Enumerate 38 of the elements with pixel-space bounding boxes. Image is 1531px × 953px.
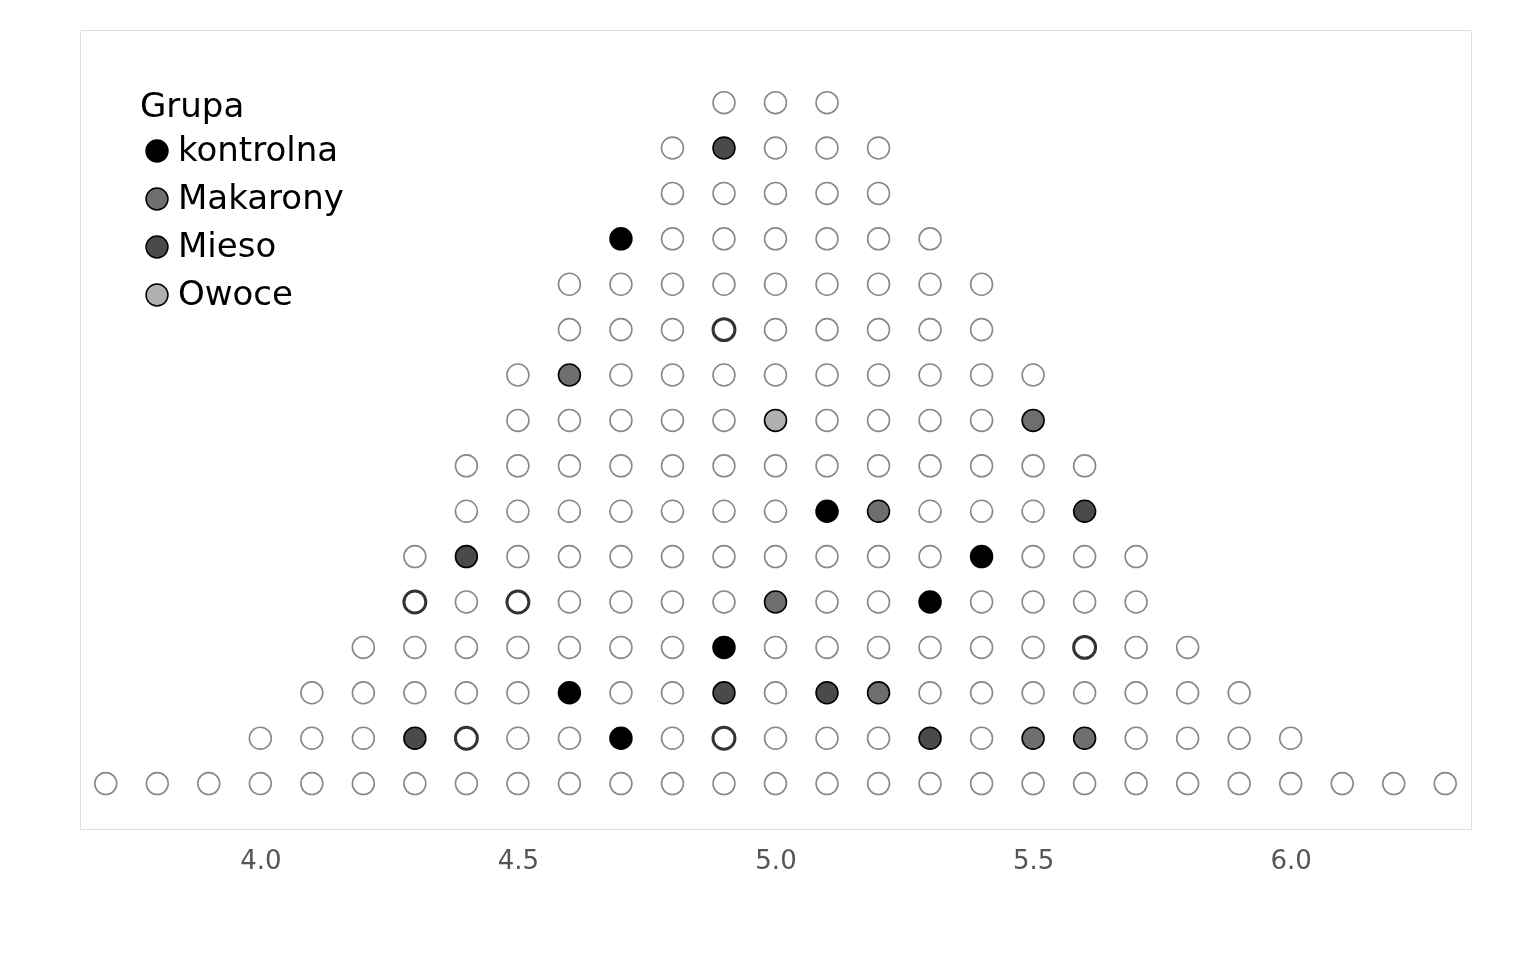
x-tick-label: 5.5	[1012, 844, 1055, 875]
x-tick-label: 4.5	[497, 844, 540, 875]
point	[712, 681, 736, 705]
point	[763, 408, 788, 433]
legend-title: Grupa	[140, 85, 245, 125]
legend-label: Owoce	[178, 273, 293, 313]
legend-label: Mieso	[178, 225, 277, 265]
point	[505, 589, 531, 615]
point	[711, 317, 737, 343]
point	[711, 725, 737, 751]
x-tick-label: 4.0	[240, 844, 282, 875]
point	[1021, 726, 1045, 750]
point	[454, 544, 479, 569]
point	[969, 544, 994, 569]
point	[557, 681, 582, 705]
point	[609, 726, 633, 750]
point	[1072, 499, 1097, 523]
point	[712, 136, 736, 160]
point	[453, 725, 479, 751]
point	[1072, 726, 1097, 750]
point	[557, 363, 582, 387]
point	[918, 590, 942, 614]
point	[815, 499, 839, 523]
point	[866, 499, 891, 523]
point	[712, 635, 736, 660]
point	[1021, 408, 1045, 433]
point	[609, 227, 633, 251]
point	[815, 681, 839, 705]
point	[866, 681, 891, 705]
point	[1072, 634, 1098, 660]
point	[918, 726, 942, 750]
legend-label: kontrolna	[178, 129, 339, 169]
x-tick-label: 6.0	[1270, 844, 1312, 875]
x-tick-label: 5.0	[755, 844, 797, 875]
point	[763, 590, 788, 614]
legend-label: Makarony	[178, 177, 344, 217]
point	[402, 589, 428, 615]
point	[403, 726, 427, 750]
